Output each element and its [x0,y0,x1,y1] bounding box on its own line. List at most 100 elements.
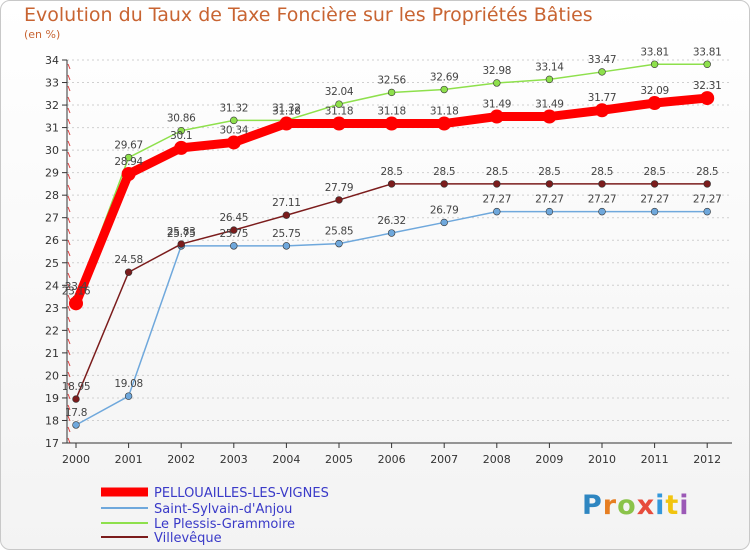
x-tick-label: 2003 [220,453,248,466]
x-tick-label: 2008 [483,453,511,466]
x-tick-label: 2009 [535,453,563,466]
axis-dash [67,371,71,378]
axis-dash [67,184,71,191]
data-point [440,218,448,227]
axis-dash [67,173,71,180]
data-label: 27.79 [325,182,354,194]
data-label: 31.18 [325,106,354,118]
data-point [174,140,189,155]
data-label: 18.95 [62,381,91,393]
y-tick-label: 24 [45,279,59,292]
data-point [542,109,557,124]
data-point [332,116,346,131]
axis-dash [67,437,71,444]
chart-unit: (en %) [24,28,61,41]
y-tick-label: 18 [45,414,59,427]
series-line-1 [75,210,708,426]
data-point [493,207,501,216]
data-label: 33.14 [535,61,564,73]
data-point [595,103,609,118]
data-point [282,242,291,250]
data-point [72,421,80,429]
data-label: 27.27 [693,194,722,206]
data-point [230,226,238,234]
proxiti-logo: Proxiti [582,490,690,521]
data-point [387,229,396,237]
axis-dash [67,360,71,367]
data-point [489,109,504,124]
axis-dash [67,217,71,224]
legend-label: Le Plessis-Grammoire [154,517,295,532]
data-label: 31.32 [272,102,301,114]
y-tick-label: 34 [45,54,59,67]
data-point [387,180,396,188]
axis-dash [67,85,71,92]
data-label: 31.49 [483,99,512,111]
data-point [650,60,659,68]
data-label: 28.5 [433,166,455,178]
data-label: 32.69 [430,72,459,84]
y-tick-label: 25 [45,257,59,270]
data-point [440,85,448,94]
data-label: 31.18 [272,106,301,118]
y-tick-label: 27 [45,212,59,225]
data-point [598,68,606,76]
data-point [124,268,133,276]
data-label: 30.1 [170,130,192,142]
x-tick-label: 2000 [62,453,90,466]
data-point [387,88,396,97]
data-label: 28.5 [696,166,718,178]
data-label: 17.8 [65,407,87,419]
data-label: 25.85 [325,226,354,238]
axis-dash [67,415,71,422]
data-point [700,91,715,106]
x-tick-label: 2010 [588,453,616,466]
data-label: 25.83 [167,226,196,238]
data-point [230,242,238,250]
axis-dash [67,338,71,345]
data-point [598,207,606,216]
axis-dash [67,151,71,158]
data-label: 25.75 [272,228,301,240]
axis-dash [67,118,71,125]
data-label: 23.4 [65,281,88,293]
data-label: 28.5 [538,166,560,178]
y-tick-label: 17 [45,437,59,450]
axis-dash [67,426,71,433]
data-point [124,153,133,162]
data-point [226,135,241,150]
data-point [650,180,659,188]
legend-label: Saint-Sylvain-d'Anjou [154,502,292,517]
data-point [650,207,659,216]
axis-dash [67,162,71,169]
data-label: 27.11 [272,197,301,209]
x-tick-label: 2006 [378,453,406,466]
data-point [335,239,343,248]
data-label: 29.67 [114,140,143,152]
data-point [493,79,501,87]
data-label: 25.75 [167,228,196,240]
data-point [124,392,133,400]
x-tick-label: 2012 [693,453,721,466]
axis-dash [67,393,71,400]
data-point [647,96,662,111]
data-label: 32.09 [640,85,669,97]
data-label: 28.94 [114,156,143,168]
legend-label: PELLOUAILLES-LES-VIGNES [154,486,329,501]
data-label: 31.18 [377,106,406,118]
data-label: 31.18 [430,106,459,118]
axis-dash [67,250,71,257]
data-point [545,180,554,188]
data-label: 27.27 [535,194,564,206]
data-label: 25.75 [220,228,249,240]
data-point [545,207,554,216]
axis-dash [67,272,71,279]
data-point [703,180,711,188]
data-point [384,116,399,131]
data-label: 32.56 [377,74,406,86]
y-tick-label: 19 [45,392,59,405]
axis-dash [67,283,71,290]
data-label: 28.5 [591,166,613,178]
data-label: 27.27 [483,194,512,206]
